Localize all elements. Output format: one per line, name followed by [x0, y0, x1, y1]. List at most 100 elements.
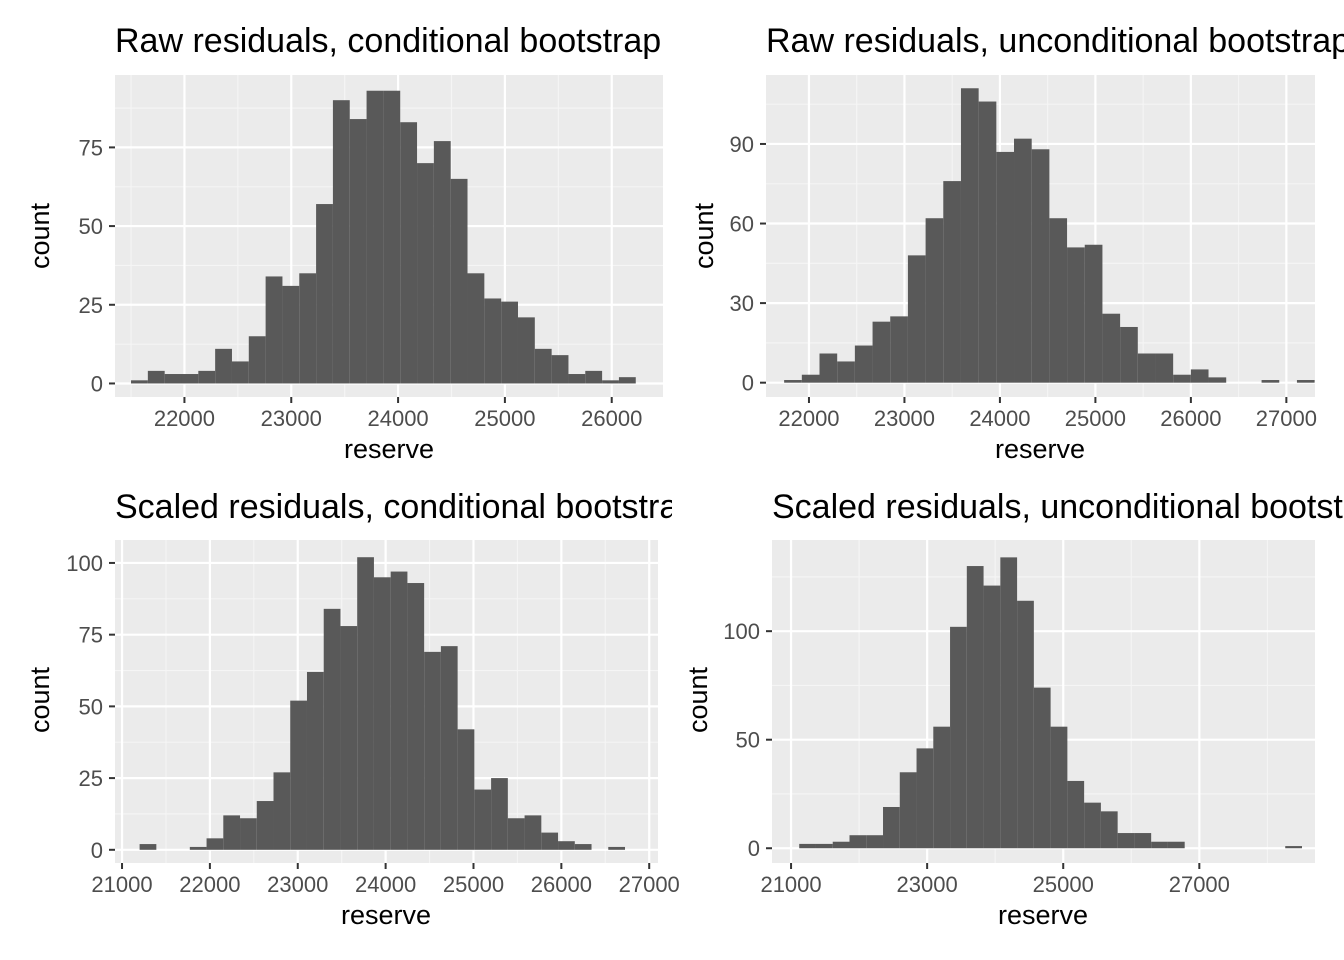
x-tick-label: 26000 [531, 872, 592, 897]
histogram-bar [815, 843, 833, 849]
histogram-bar [943, 181, 961, 383]
histogram-bar [240, 818, 257, 850]
x-tick-label: 23000 [897, 872, 958, 897]
histogram-bar [890, 316, 908, 383]
histogram-bar [866, 835, 884, 849]
histogram-bar [1014, 138, 1032, 383]
y-tick-label: 100 [66, 551, 103, 576]
histogram-bar [373, 577, 391, 850]
x-tick-label: 22000 [778, 406, 839, 431]
x-tick-label: 21000 [91, 872, 152, 897]
histogram-bar [1190, 369, 1209, 383]
x-axis-title: reserve [344, 434, 434, 464]
histogram-bar [978, 101, 997, 383]
histogram-bar [383, 90, 401, 384]
histogram-bar [147, 370, 165, 384]
histogram-bar [390, 571, 408, 850]
histogram-bar [1117, 833, 1135, 849]
histogram-bar [1067, 780, 1085, 849]
histogram-bar [450, 178, 468, 384]
histogram-bar [467, 273, 485, 384]
x-tick-label: 25000 [1033, 872, 1094, 897]
histogram-bar [1285, 846, 1303, 849]
histogram-bars [799, 557, 1303, 849]
histogram-bar [558, 841, 575, 850]
y-tick-label: 0 [742, 371, 754, 396]
x-tick-label: 27000 [1256, 406, 1317, 431]
histogram-bars [784, 88, 1315, 383]
histogram-bar [1208, 377, 1227, 383]
histogram-bar [1261, 380, 1280, 383]
y-tick-label: 0 [91, 371, 103, 396]
histogram-bar [206, 838, 224, 850]
histogram-bar [1084, 244, 1103, 383]
y-axis: 0 50 100 [723, 619, 772, 861]
histogram-bar [491, 778, 508, 850]
histogram-bar [1084, 802, 1101, 849]
histogram-bar [534, 348, 552, 384]
histogram-bar [501, 301, 518, 384]
y-tick-label: 50 [736, 728, 760, 753]
x-tick-label: 23000 [261, 406, 322, 431]
x-tick-label: 21000 [760, 872, 821, 897]
histogram-bar [1120, 326, 1138, 383]
panel-scaled-unconditional: Scaled residuals, unconditional bootstra… [683, 488, 1344, 930]
histogram-bar [1067, 247, 1085, 383]
histogram-bar [265, 276, 283, 384]
y-tick-label: 90 [730, 132, 754, 157]
histogram-bar [1102, 313, 1121, 383]
x-tick-label: 26000 [1160, 406, 1221, 431]
histogram-bar [517, 317, 535, 384]
x-tick-label: 24000 [355, 872, 416, 897]
y-axis-title: count [25, 666, 55, 733]
histogram-bar [323, 608, 341, 850]
x-tick-label: 25000 [1065, 406, 1126, 431]
panel-title: Scaled residuals, unconditional bootstra… [772, 488, 1344, 526]
x-tick-label: 23000 [874, 406, 935, 431]
histogram-bar [966, 566, 984, 849]
histogram-bar [996, 151, 1015, 383]
x-tick-label: 26000 [581, 406, 642, 431]
y-tick-label: 0 [748, 836, 760, 861]
histogram-bar [1017, 600, 1034, 849]
y-tick-label: 50 [79, 694, 103, 719]
histogram-bar [181, 374, 199, 384]
x-axis-title: reserve [995, 434, 1085, 464]
y-tick-label: 75 [79, 623, 103, 648]
histogram-bar [602, 380, 619, 384]
histogram-bar [1167, 841, 1185, 849]
histogram-bar [1033, 687, 1051, 849]
histogram-bar [899, 772, 917, 849]
histogram-bar [872, 321, 891, 383]
x-axis: 22000 23000 24000 25000 26000 27000 [778, 397, 1317, 431]
histogram-bar [784, 380, 802, 383]
histogram-bar [189, 846, 207, 850]
histogram-bar [983, 585, 1001, 849]
panel-title: Raw residuals, unconditional bootstrap [766, 22, 1344, 60]
histogram-bar [799, 843, 816, 849]
histogram-bar [1050, 726, 1068, 849]
y-axis-title: count [683, 666, 713, 733]
histogram-bar [883, 806, 900, 849]
panel-raw-unconditional: Raw residuals, unconditional bootstrap 2… [689, 22, 1344, 464]
histogram-bar [854, 345, 873, 383]
x-tick-label: 23000 [267, 872, 328, 897]
histogram-bar [950, 626, 967, 849]
histogram-bar [1173, 374, 1191, 383]
histogram-bar [916, 748, 934, 849]
panel-title: Scaled residuals, conditional bootstrap [115, 488, 697, 526]
histogram-bars [131, 90, 636, 384]
histogram-bar [484, 298, 502, 384]
histogram-bar [139, 844, 157, 850]
y-tick-label: 50 [79, 214, 103, 239]
histogram-bar [457, 729, 475, 850]
y-tick-label: 25 [79, 766, 103, 791]
histogram-bar [585, 370, 603, 384]
histogram-bar [541, 832, 559, 850]
histogram-bar [801, 374, 820, 383]
x-tick-label: 22000 [179, 872, 240, 897]
histogram-bar [507, 818, 525, 850]
histogram-bar [925, 218, 944, 383]
histogram-bar [400, 122, 418, 384]
y-axis-title: count [689, 202, 719, 269]
